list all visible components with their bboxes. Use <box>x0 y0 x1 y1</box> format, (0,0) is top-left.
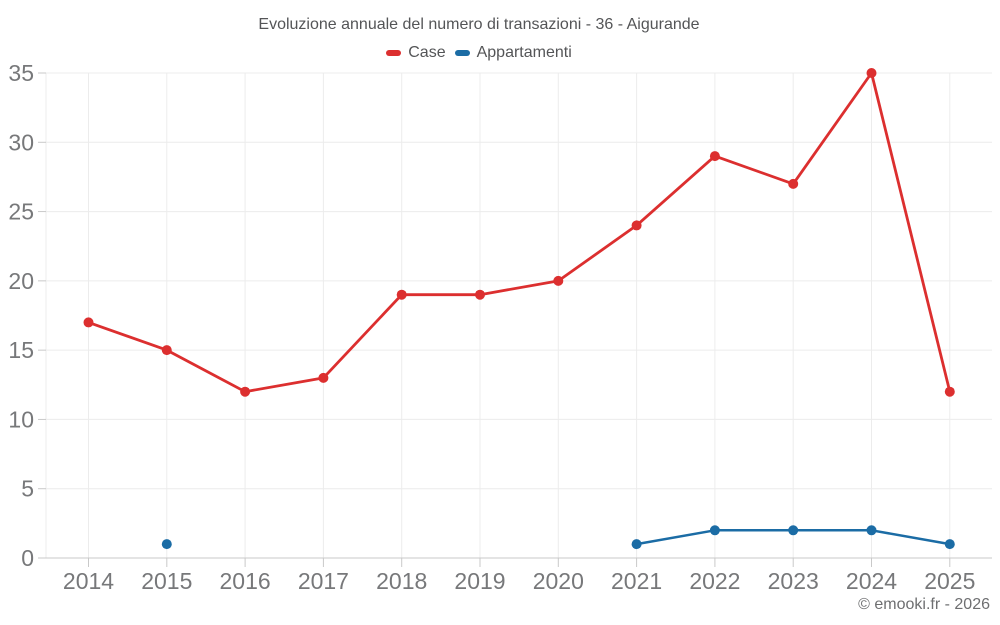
x-tick-label: 2023 <box>768 568 819 594</box>
y-tick-label: 25 <box>8 199 34 225</box>
y-tick-label: 30 <box>8 129 34 155</box>
y-tick-label: 15 <box>8 337 34 363</box>
series-appartamenti <box>161 525 955 550</box>
legend-label-case: Case <box>408 44 446 61</box>
data-point <box>788 178 799 189</box>
appartamenti-legend-swatch-icon <box>454 49 470 56</box>
legend-item-case[interactable]: Case <box>386 44 446 61</box>
data-point <box>396 289 407 300</box>
data-point <box>709 525 720 536</box>
series-line-case <box>87 71 952 394</box>
legend-item-appartamenti[interactable]: Appartamenti <box>454 44 572 61</box>
y-tick-label: 20 <box>8 268 34 294</box>
x-tick-label: 2019 <box>454 568 505 594</box>
x-tick-label: 2016 <box>220 568 271 594</box>
data-point <box>318 372 329 383</box>
data-point <box>944 386 955 397</box>
data-point <box>240 386 251 397</box>
data-point <box>553 275 564 286</box>
data-point <box>631 539 642 550</box>
data-point <box>161 345 172 356</box>
x-tick-label: 2017 <box>298 568 349 594</box>
data-point <box>866 525 877 536</box>
y-tick-label: 10 <box>8 406 34 432</box>
x-axis-labels: 2014 2015 2016 2017 2018 2019 2020 2021 2022 2023… <box>63 568 975 594</box>
series-case <box>83 68 955 397</box>
grid-lines <box>38 72 992 567</box>
data-point <box>709 151 720 162</box>
x-tick-label: 2020 <box>533 568 584 594</box>
data-point <box>944 539 955 550</box>
x-tick-label: 2022 <box>689 568 740 594</box>
legend-label-appartamenti: Appartamenti <box>476 44 572 61</box>
data-point <box>788 525 799 536</box>
y-tick-label: 5 <box>21 476 34 502</box>
x-tick-label: 2021 <box>611 568 662 594</box>
credits-link[interactable]: © emooki.fr - 2026 <box>858 596 990 613</box>
data-point <box>83 317 94 328</box>
x-tick-label: 2018 <box>376 568 427 594</box>
y-axis-labels: 0 5 10 15 20 25 30 35 <box>8 60 34 571</box>
y-tick-label: 35 <box>8 60 34 86</box>
case-legend-swatch-icon <box>386 49 402 56</box>
data-point <box>866 68 877 78</box>
x-tick-label: 2025 <box>924 568 975 594</box>
data-point <box>631 220 642 231</box>
y-tick-label: 0 <box>21 545 34 571</box>
x-tick-label: 2015 <box>141 568 192 594</box>
chart-title: Evoluzione annuale del numero di transaz… <box>258 16 700 33</box>
x-tick-label: 2014 <box>63 568 114 594</box>
data-point <box>475 289 485 300</box>
legend: Case Appartamenti <box>0 44 958 61</box>
x-tick-label: 2024 <box>846 568 897 594</box>
data-point <box>161 539 172 550</box>
